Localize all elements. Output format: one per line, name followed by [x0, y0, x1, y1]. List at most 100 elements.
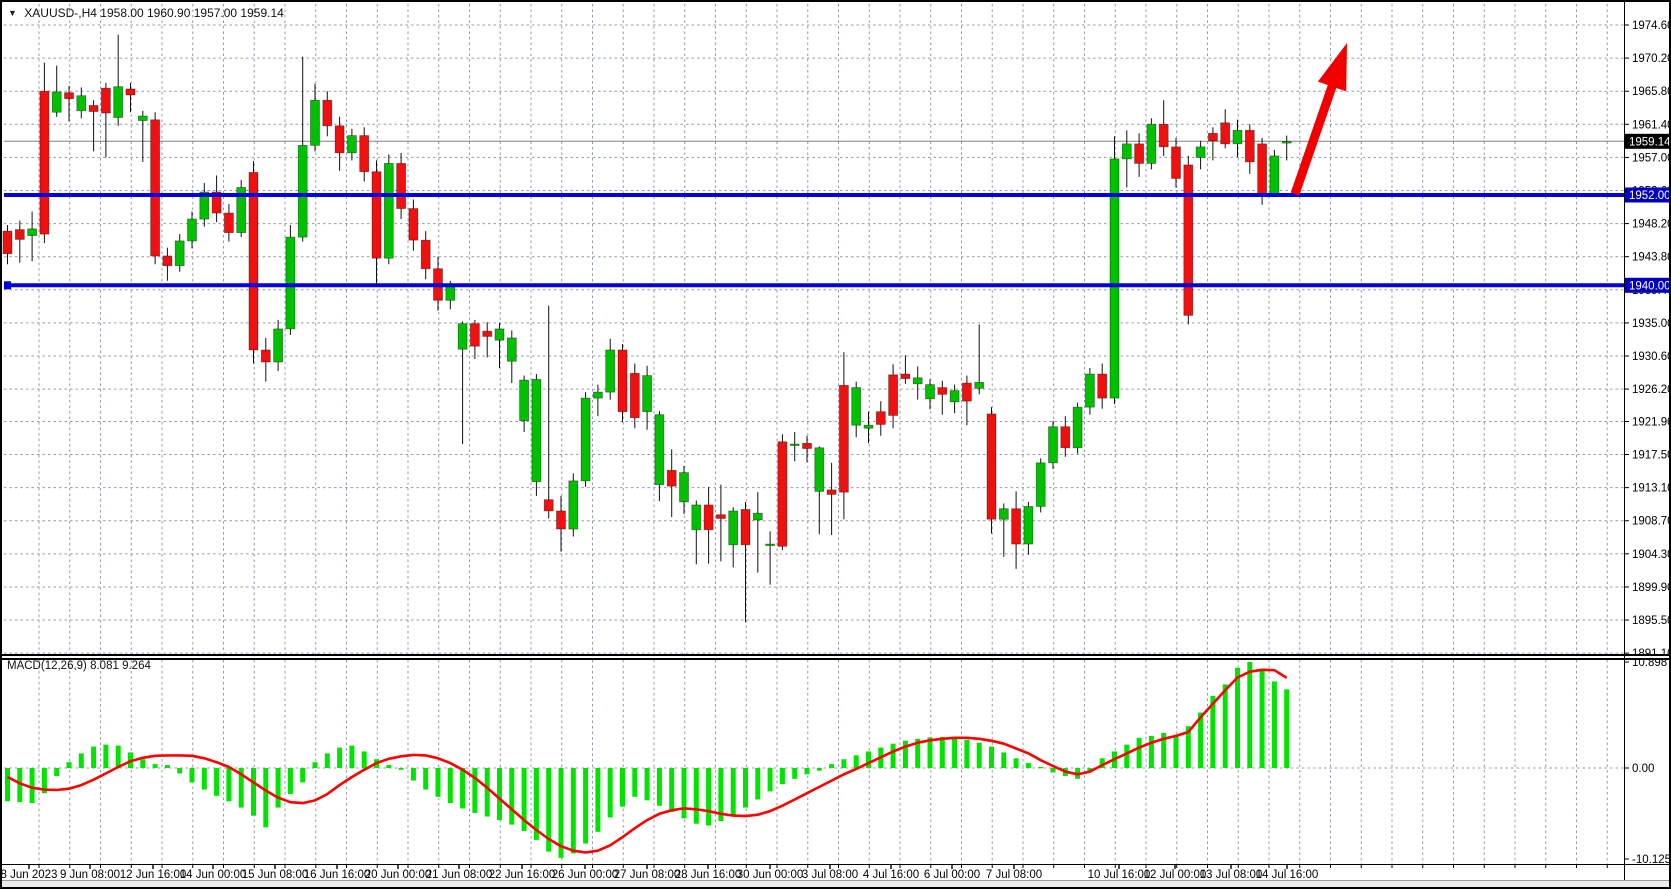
- macd-histogram-bar: [583, 768, 589, 844]
- bear-candle: [839, 384, 849, 493]
- bear-candle: [125, 88, 136, 96]
- bear-candle: [224, 212, 234, 234]
- macd-histogram-bar: [103, 744, 109, 768]
- macd-histogram-bar: [792, 768, 798, 779]
- macd-histogram-bar: [767, 768, 773, 792]
- bull-candle: [925, 384, 935, 400]
- indicator-name: MACD(12,26,9): [7, 660, 87, 672]
- macd-histogram-bar: [386, 765, 392, 768]
- macd-histogram-bar: [915, 738, 921, 768]
- bull-candle: [789, 443, 800, 446]
- bull-candle: [1048, 426, 1058, 464]
- symbol-info-bar: ▼ XAUUSD-,H4 1958.00 1960.90 1957.00 195…: [8, 6, 284, 20]
- macd-histogram-bar: [558, 768, 564, 858]
- symbol-dropdown-icon[interactable]: ▼: [8, 8, 17, 18]
- macd-histogram-bar: [1210, 696, 1216, 768]
- macd-histogram-bar: [91, 746, 97, 768]
- macd-histogram-bar: [300, 768, 306, 783]
- bear-candle: [888, 374, 898, 416]
- time-axis-label: 27 Jun 08:00: [614, 869, 681, 881]
- macd-histogram-bar: [693, 768, 699, 824]
- bull-candle: [310, 99, 320, 146]
- macd-histogram-bar: [964, 739, 970, 768]
- bear-candle: [1011, 508, 1021, 545]
- bull-candle: [568, 480, 579, 530]
- bull-candle: [457, 323, 468, 350]
- axis-border-line: [1624, 2, 1625, 880]
- macd-histogram-bar: [410, 768, 416, 781]
- bear-candle: [260, 349, 271, 363]
- time-axis-label: 20 Jun 00:00: [365, 869, 432, 881]
- bull-candle: [642, 375, 652, 413]
- macd-histogram-bar: [656, 768, 662, 806]
- price-axis-label: 1899.90: [1632, 582, 1671, 594]
- macd-histogram-bar: [66, 762, 72, 768]
- macd-histogram-bar: [1198, 712, 1204, 768]
- candlestick-series: [2, 34, 1292, 623]
- macd-histogram-bar: [152, 764, 158, 768]
- price-axis[interactable]: 1974.60 1970.20 1965.80 1961.40 1957.00 1952.…: [1624, 20, 1671, 866]
- bear-candle: [1158, 123, 1169, 148]
- bull-candle: [1232, 129, 1243, 145]
- macd-histogram-bar: [201, 768, 207, 790]
- bear-candle: [39, 90, 50, 235]
- bear-candle: [826, 489, 837, 495]
- macd-histogram-bar: [17, 768, 23, 803]
- time-axis-label: 28 Jun 16:00: [675, 869, 742, 881]
- macd-histogram-bar: [287, 768, 293, 795]
- bear-candle: [470, 323, 480, 347]
- bear-candle: [777, 441, 788, 547]
- bull-candle: [297, 144, 308, 238]
- macd-histogram-bar: [337, 747, 343, 768]
- macd-histogram-bar: [361, 751, 367, 768]
- price-axis-label: 1948.20: [1632, 219, 1671, 231]
- macd-histogram-bar: [620, 768, 625, 807]
- bull-candle: [199, 191, 210, 220]
- macd-histogram-bar: [1124, 744, 1130, 768]
- bear-candle: [1244, 129, 1255, 163]
- trend-arrow[interactable]: [1290, 43, 1347, 196]
- bull-candle: [1121, 143, 1132, 160]
- bear-candle: [396, 163, 406, 209]
- macd-histogram-bar: [952, 737, 958, 768]
- level-price-label-bg: [1625, 277, 1669, 293]
- macd-histogram-bar: [324, 753, 330, 768]
- time-axis-label: 6 Jul 00:00: [924, 869, 980, 881]
- macd-histogram-bar: [718, 768, 724, 822]
- bull-candle: [752, 512, 763, 521]
- bull-candle: [494, 328, 505, 341]
- macd-histogram-bar: [804, 768, 810, 775]
- bull-candle: [851, 387, 862, 426]
- bull-candle: [593, 391, 603, 399]
- bear-candle: [162, 255, 173, 267]
- price-axis-label: 1943.80: [1632, 252, 1671, 264]
- macd-histogram-bar: [1173, 734, 1179, 768]
- macd-histogram-bar: [54, 768, 60, 777]
- bear-candle: [937, 387, 948, 395]
- bull-candle: [765, 543, 775, 546]
- bear-candle: [1220, 122, 1231, 145]
- macd-histogram-bar: [890, 743, 896, 768]
- panel-separator[interactable]: [2, 654, 1669, 660]
- bear-candle: [900, 373, 911, 379]
- bull-candle: [974, 381, 985, 389]
- time-axis-label: 16 Jun 16:00: [304, 869, 371, 881]
- macd-histogram-bar: [669, 768, 675, 813]
- macd-histogram-bar: [755, 768, 761, 800]
- macd-histogram-bar: [509, 768, 515, 825]
- current-price-label-bg: [1625, 133, 1669, 149]
- macd-histogram-bar: [816, 768, 822, 771]
- time-axis-border-line: [2, 864, 1669, 865]
- price-axis-label: 1961.40: [1632, 119, 1671, 131]
- bear-candle: [986, 413, 997, 520]
- bear-candle: [420, 239, 431, 270]
- price-axis-label: 1904.30: [1632, 549, 1671, 561]
- hline-anchor-handle: [4, 281, 11, 290]
- bear-candle: [740, 509, 751, 546]
- bull-candle: [998, 508, 1009, 520]
- horizontal-level-lines[interactable]: [4, 193, 1624, 290]
- bull-candle: [605, 349, 616, 393]
